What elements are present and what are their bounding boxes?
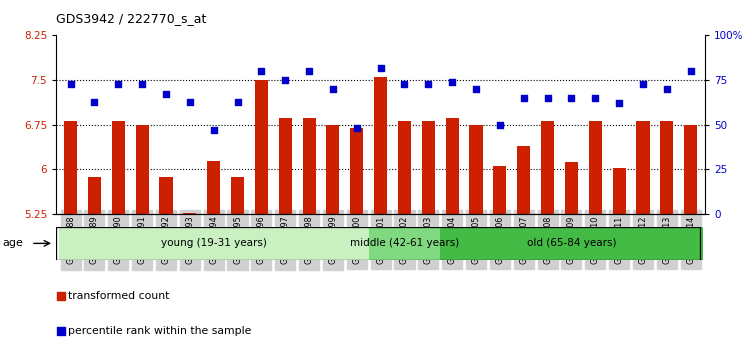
- Text: GDS3942 / 222770_s_at: GDS3942 / 222770_s_at: [56, 12, 206, 25]
- Point: [279, 77, 291, 83]
- Point: [88, 99, 101, 104]
- Point: [255, 68, 267, 74]
- Bar: [374, 77, 387, 214]
- Point: [112, 81, 125, 86]
- Text: middle (42-61 years): middle (42-61 years): [350, 238, 459, 249]
- Point: [160, 92, 172, 97]
- Text: young (19-31 years): young (19-31 years): [160, 238, 266, 249]
- Point: [208, 127, 220, 133]
- Text: old (65-84 years): old (65-84 years): [526, 238, 616, 249]
- Point: [542, 95, 554, 101]
- Bar: [231, 177, 244, 214]
- Bar: [279, 118, 292, 214]
- Point: [374, 65, 387, 70]
- Point: [351, 126, 363, 131]
- Bar: [440, 227, 703, 260]
- Bar: [112, 121, 125, 214]
- Bar: [660, 121, 674, 214]
- Point: [64, 81, 76, 86]
- Point: [566, 95, 578, 101]
- Point: [637, 81, 649, 86]
- Bar: [369, 227, 440, 260]
- Bar: [637, 121, 650, 214]
- Point: [518, 95, 530, 101]
- Bar: [88, 177, 101, 214]
- Text: percentile rank within the sample: percentile rank within the sample: [68, 326, 251, 336]
- Point: [184, 99, 196, 104]
- Bar: [446, 118, 459, 214]
- Bar: [565, 162, 578, 214]
- Bar: [613, 168, 626, 214]
- Bar: [326, 125, 340, 214]
- Point: [327, 86, 339, 92]
- Bar: [684, 125, 698, 214]
- Point: [614, 101, 626, 106]
- Bar: [470, 125, 482, 214]
- Bar: [58, 227, 369, 260]
- Point: [422, 81, 434, 86]
- Point: [685, 68, 697, 74]
- Point: [136, 81, 148, 86]
- Bar: [207, 161, 220, 214]
- Bar: [589, 121, 602, 214]
- Point: [446, 79, 458, 85]
- Point: [661, 86, 673, 92]
- Point: [470, 86, 482, 92]
- Bar: [398, 121, 411, 214]
- Point: [494, 122, 506, 127]
- Bar: [350, 128, 363, 214]
- Bar: [64, 121, 77, 214]
- Bar: [422, 121, 435, 214]
- Bar: [255, 80, 268, 214]
- Bar: [494, 166, 506, 214]
- Bar: [541, 121, 554, 214]
- Bar: [518, 145, 530, 214]
- Point: [232, 99, 244, 104]
- Point: [590, 95, 602, 101]
- Bar: [136, 125, 148, 214]
- Bar: [183, 213, 196, 214]
- Text: age: age: [3, 238, 24, 249]
- Point: [303, 68, 315, 74]
- Text: transformed count: transformed count: [68, 291, 170, 301]
- Point: [279, 167, 291, 173]
- Bar: [160, 177, 172, 214]
- Bar: [302, 118, 316, 214]
- Point: [398, 81, 410, 86]
